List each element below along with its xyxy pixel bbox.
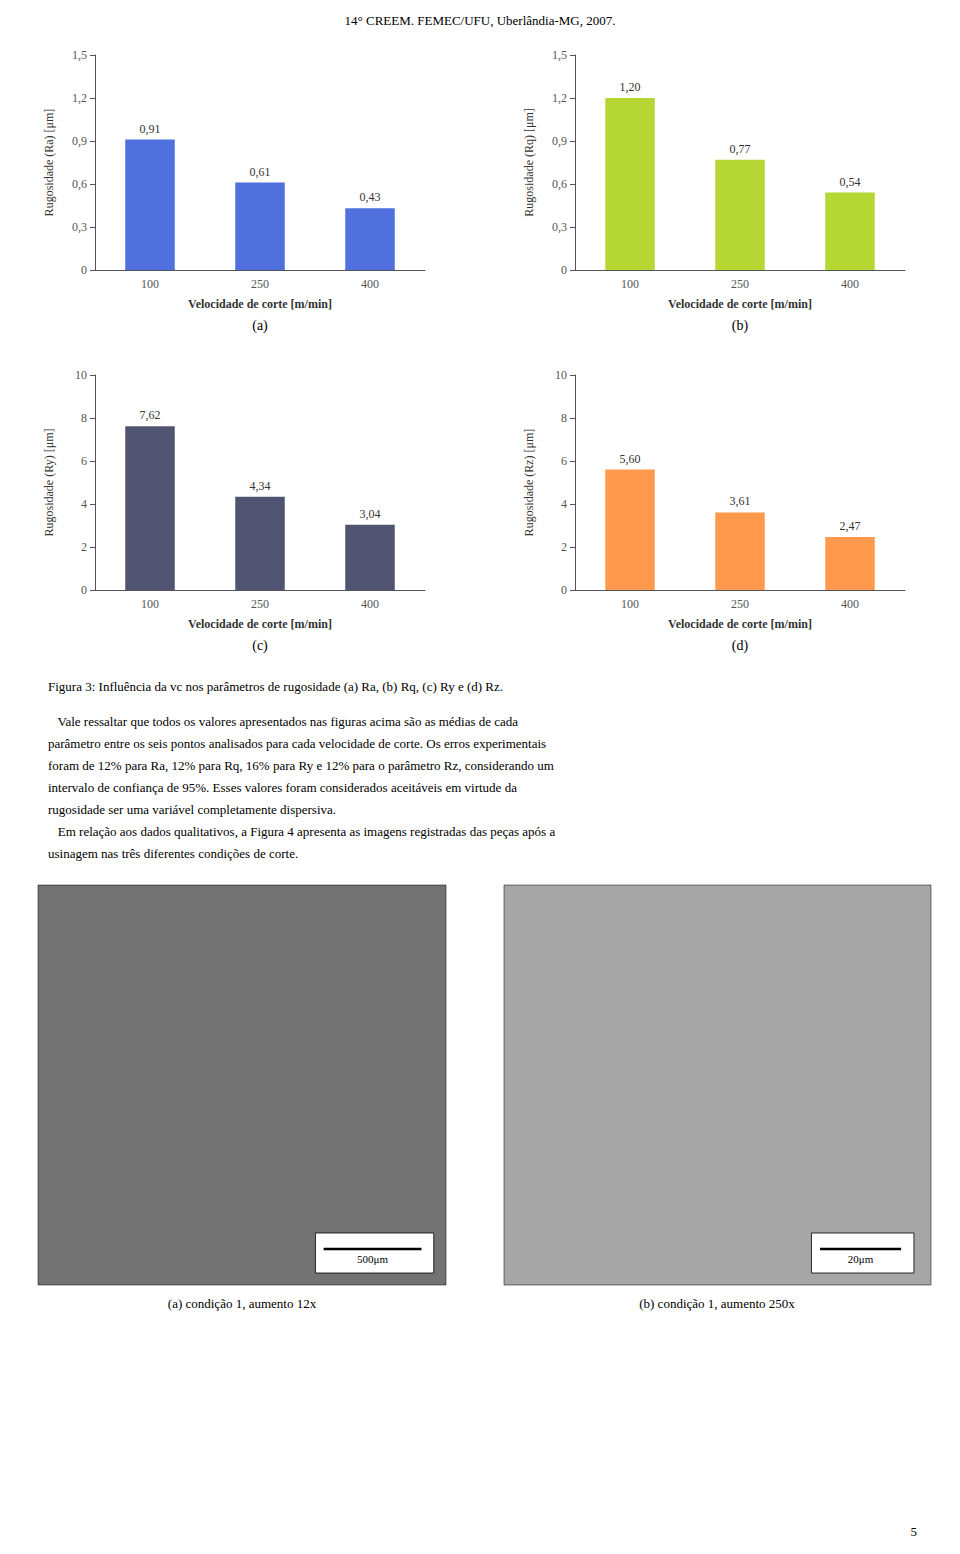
svg-text:4: 4 — [561, 497, 567, 511]
svg-text:4,34: 4,34 — [250, 479, 271, 493]
svg-text:500μm: 500μm — [357, 1253, 388, 1265]
svg-text:1,5: 1,5 — [72, 48, 87, 62]
svg-text:(a): (a) — [252, 318, 268, 334]
svg-text:0: 0 — [81, 263, 87, 277]
svg-text:0: 0 — [561, 583, 567, 597]
svg-text:Rugosidade (Ra) [μm]: Rugosidade (Ra) [μm] — [42, 109, 56, 217]
svg-text:10: 10 — [75, 368, 87, 382]
svg-text:0,6: 0,6 — [552, 177, 567, 191]
svg-text:foram de 12% para Ra, 12% para: foram de 12% para Ra, 12% para Rq, 16% p… — [48, 758, 554, 773]
svg-text:0,3: 0,3 — [552, 220, 567, 234]
svg-text:14° CREEM. FEMEC/UFU, Uberlând: 14° CREEM. FEMEC/UFU, Uberlândia-MG, 200… — [345, 13, 616, 28]
svg-text:0,43: 0,43 — [360, 190, 381, 204]
svg-text:2: 2 — [81, 540, 87, 554]
svg-text:2,47: 2,47 — [840, 519, 861, 533]
svg-text:Rugosidade (Ry) [μm]: Rugosidade (Ry) [μm] — [42, 429, 56, 537]
svg-text:10: 10 — [555, 368, 567, 382]
svg-text:(b): (b) — [732, 318, 749, 334]
svg-text:6: 6 — [81, 454, 87, 468]
svg-text:100: 100 — [621, 597, 639, 611]
svg-text:250: 250 — [251, 597, 269, 611]
svg-text:3,04: 3,04 — [360, 507, 381, 521]
svg-text:0,6: 0,6 — [72, 177, 87, 191]
svg-text:3,61: 3,61 — [730, 494, 751, 508]
svg-text:(b) condição 1, aumento 250x: (b) condição 1, aumento 250x — [639, 1296, 795, 1311]
svg-text:5,60: 5,60 — [620, 452, 641, 466]
svg-text:Rugosidade (Rz) [μm]: Rugosidade (Rz) [μm] — [522, 429, 536, 537]
svg-text:400: 400 — [841, 597, 859, 611]
svg-text:rugosidade ser uma variável co: rugosidade ser uma variável completament… — [48, 802, 336, 817]
svg-text:4: 4 — [81, 497, 87, 511]
svg-text:1,2: 1,2 — [72, 91, 87, 105]
svg-text:5: 5 — [911, 1524, 918, 1539]
svg-text:0,91: 0,91 — [140, 122, 161, 136]
svg-text:Em relação aos dados qualitati: Em relação aos dados qualitativos, a Fig… — [48, 824, 555, 839]
svg-text:0: 0 — [561, 263, 567, 277]
svg-text:(a) condição 1, aumento 12x: (a) condição 1, aumento 12x — [168, 1296, 317, 1311]
svg-text:400: 400 — [361, 277, 379, 291]
svg-text:100: 100 — [141, 597, 159, 611]
svg-text:100: 100 — [621, 277, 639, 291]
svg-text:250: 250 — [731, 597, 749, 611]
svg-text:parâmetro entre os seis pontos: parâmetro entre os seis pontos analisado… — [48, 736, 546, 751]
svg-text:100: 100 — [141, 277, 159, 291]
svg-text:2: 2 — [561, 540, 567, 554]
svg-text:20μm: 20μm — [848, 1253, 874, 1265]
svg-text:0,54: 0,54 — [840, 175, 861, 189]
svg-text:0,3: 0,3 — [72, 220, 87, 234]
svg-text:0,9: 0,9 — [552, 134, 567, 148]
svg-text:1,20: 1,20 — [620, 80, 641, 94]
svg-text:Velocidade de corte [m/min]: Velocidade de corte [m/min] — [668, 297, 812, 311]
svg-text:Velocidade de corte [m/min]: Velocidade de corte [m/min] — [188, 617, 332, 631]
svg-text:0,77: 0,77 — [730, 142, 751, 156]
svg-text:(c): (c) — [252, 638, 268, 654]
svg-text:1,5: 1,5 — [552, 48, 567, 62]
svg-text:0,9: 0,9 — [72, 134, 87, 148]
svg-text:250: 250 — [251, 277, 269, 291]
svg-text:400: 400 — [841, 277, 859, 291]
svg-text:0: 0 — [81, 583, 87, 597]
svg-text:Velocidade de corte [m/min]: Velocidade de corte [m/min] — [188, 297, 332, 311]
svg-text:8: 8 — [561, 411, 567, 425]
svg-text:400: 400 — [361, 597, 379, 611]
svg-text:6: 6 — [561, 454, 567, 468]
svg-text:1,2: 1,2 — [552, 91, 567, 105]
svg-text:intervalo de confiança de 95%.: intervalo de confiança de 95%. Esses val… — [48, 780, 517, 795]
svg-text:Rugosidade (Rq) [μm]: Rugosidade (Rq) [μm] — [522, 108, 536, 216]
svg-text:7,62: 7,62 — [140, 408, 161, 422]
svg-text:250: 250 — [731, 277, 749, 291]
svg-text:usinagem nas três diferentes c: usinagem nas três diferentes condições d… — [48, 846, 298, 861]
svg-text:Vale ressaltar que todos os va: Vale ressaltar que todos os valores apre… — [48, 714, 518, 729]
svg-text:8: 8 — [81, 411, 87, 425]
svg-text:(d): (d) — [732, 638, 749, 654]
svg-text:Figura 3: Influência da vc nos: Figura 3: Influência da vc nos parâmetro… — [48, 679, 503, 694]
svg-text:0,61: 0,61 — [250, 165, 271, 179]
svg-text:Velocidade de corte [m/min]: Velocidade de corte [m/min] — [668, 617, 812, 631]
